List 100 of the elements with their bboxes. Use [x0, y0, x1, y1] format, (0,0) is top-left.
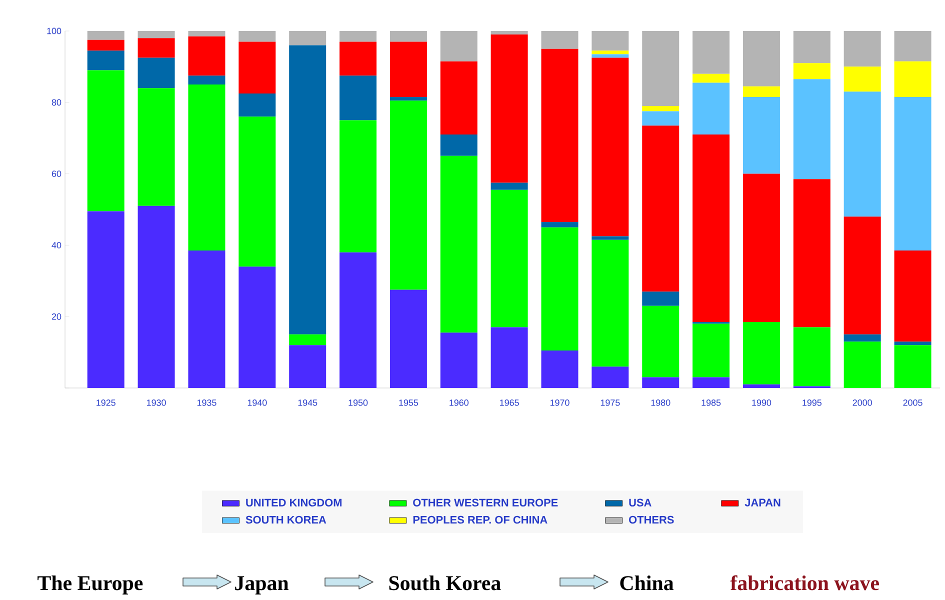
bar — [238, 93, 276, 117]
y-tick-label: 100 — [47, 28, 62, 34]
bar — [289, 345, 326, 388]
bar — [340, 42, 377, 76]
bar — [592, 240, 629, 367]
text: South Korea — [389, 575, 501, 590]
bar — [894, 345, 932, 388]
bar — [742, 86, 780, 98]
bar — [592, 366, 629, 388]
bar — [238, 42, 276, 94]
bar — [642, 30, 680, 106]
legend-label: USA — [629, 498, 652, 506]
bar — [692, 134, 730, 322]
bar — [87, 50, 124, 70]
x-tick-label: 2005 — [903, 400, 922, 406]
bar — [692, 74, 730, 83]
bar — [844, 30, 881, 67]
bar — [87, 211, 124, 388]
bar — [390, 42, 427, 98]
bar — [541, 48, 578, 222]
bar — [238, 266, 276, 388]
y-tick-label: 40 — [52, 242, 62, 248]
bar — [87, 30, 124, 40]
bar — [592, 236, 629, 240]
x-tick-label: 1930 — [147, 400, 166, 406]
x-tick-label: 1955 — [399, 400, 418, 406]
bar — [642, 111, 680, 126]
bar — [238, 116, 276, 267]
bar — [340, 252, 377, 388]
x-tick-label: 1995 — [802, 400, 822, 406]
bar — [894, 97, 932, 251]
bar — [289, 45, 326, 334]
bar — [490, 327, 528, 388]
bar — [390, 100, 427, 290]
x-tick-label: 2000 — [852, 400, 872, 406]
bar — [642, 126, 680, 292]
x-tick-label: 1980 — [651, 400, 670, 406]
bar — [541, 222, 578, 228]
bar — [440, 332, 478, 388]
bar — [490, 182, 528, 190]
bar — [541, 350, 578, 388]
legend-label: UNITED KINGDOM — [246, 498, 342, 506]
x-tick-label: 1935 — [197, 400, 216, 406]
bar — [340, 76, 377, 120]
bar — [642, 292, 680, 306]
bar — [642, 306, 680, 378]
bar — [490, 30, 528, 35]
bar — [440, 61, 478, 135]
bar — [138, 88, 175, 206]
bar — [592, 50, 629, 54]
bar — [188, 250, 226, 388]
bar — [87, 70, 124, 212]
x-tick-label: 1960 — [450, 400, 469, 406]
bar — [138, 38, 175, 58]
bar — [894, 342, 932, 346]
bar — [742, 30, 780, 86]
bar — [592, 58, 629, 236]
x-tick-label: 1950 — [348, 400, 368, 406]
bar — [390, 30, 427, 42]
bar — [692, 30, 730, 74]
bar — [490, 190, 528, 328]
bar — [793, 327, 830, 386]
bar — [340, 30, 377, 42]
bar — [642, 377, 680, 388]
bar — [138, 30, 175, 38]
x-tick-label: 1945 — [298, 400, 318, 406]
bar — [742, 97, 780, 174]
bar — [844, 66, 881, 92]
bar — [541, 227, 578, 350]
bar — [793, 179, 830, 328]
bar — [793, 79, 830, 180]
bar — [390, 97, 427, 101]
text: Japan — [235, 576, 289, 594]
bar — [440, 134, 478, 156]
text: The Europe — [38, 575, 143, 594]
bar — [742, 384, 780, 388]
bar — [793, 63, 830, 80]
bar — [692, 324, 730, 378]
bar — [894, 250, 932, 342]
bar — [894, 30, 932, 62]
legend-label: PEOPLES REP. OF CHINA — [413, 516, 548, 524]
bar — [692, 82, 730, 135]
bar — [440, 156, 478, 333]
y-tick-label: 60 — [52, 170, 62, 177]
bar — [440, 30, 478, 62]
legend-label: OTHER WESTERN EUROPE — [413, 498, 558, 506]
x-tick-label: 1970 — [550, 400, 570, 406]
bar — [490, 34, 528, 183]
bar — [592, 54, 629, 58]
y-tick-label: 80 — [52, 99, 62, 106]
legend-label: OTHERS — [629, 516, 674, 524]
text: China — [620, 575, 674, 590]
bar — [188, 84, 226, 251]
bar — [390, 290, 427, 388]
x-tick-label: 1975 — [600, 400, 620, 406]
bar — [692, 377, 730, 388]
bar — [844, 92, 881, 217]
bar — [541, 30, 578, 49]
bar — [742, 174, 780, 322]
bar — [188, 76, 226, 85]
